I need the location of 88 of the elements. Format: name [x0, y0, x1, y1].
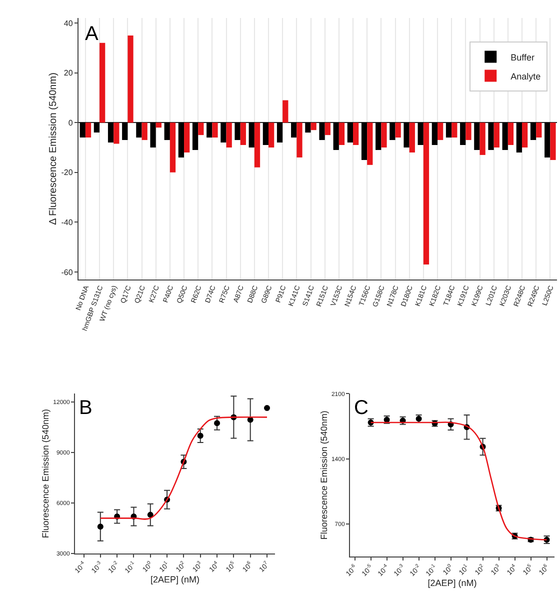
bar [114, 122, 120, 144]
x-axis-title: [2AEP] (nM) [428, 578, 477, 588]
bar [390, 122, 396, 140]
bar [338, 122, 345, 146]
y-tick-label: 0 [68, 118, 74, 128]
bar [198, 122, 204, 136]
bar [418, 122, 424, 146]
bar [353, 122, 359, 146]
bar [234, 122, 240, 140]
bar [404, 122, 410, 148]
bar [361, 122, 368, 160]
bar [376, 122, 382, 150]
bar [508, 122, 514, 146]
bar [296, 122, 302, 158]
legend-label: Buffer [510, 52, 534, 62]
bar [516, 122, 522, 152]
bar [536, 122, 542, 138]
bar [522, 122, 528, 148]
bar [254, 122, 260, 168]
bar [494, 122, 500, 148]
bar [381, 122, 387, 148]
bar [474, 122, 480, 150]
chart-title: A [85, 23, 99, 45]
bar [170, 122, 176, 172]
point [264, 404, 270, 411]
y-tick-label: 20 [64, 68, 74, 78]
bar [432, 122, 438, 146]
chart-title: B [79, 397, 92, 419]
bar [128, 35, 134, 123]
bar [324, 122, 330, 136]
bar [220, 122, 226, 143]
bar [212, 122, 218, 138]
bar [423, 122, 430, 265]
bar [85, 122, 92, 138]
bar [367, 122, 373, 165]
bar [502, 122, 508, 150]
bar [178, 122, 184, 158]
bar [142, 122, 148, 140]
point [214, 420, 220, 426]
bar [291, 122, 297, 138]
y-axis-title: Fluorescence Emission (540nm) [40, 409, 50, 538]
bar [192, 122, 198, 150]
bar [80, 122, 86, 138]
bar [446, 122, 452, 138]
bar [262, 122, 269, 146]
bar [100, 42, 106, 123]
bar [550, 122, 556, 160]
y-tick-label: -40 [61, 218, 74, 227]
bar [319, 122, 325, 140]
bar [333, 122, 339, 150]
bar [438, 122, 444, 140]
point [197, 432, 204, 439]
y-tick-label: -20 [61, 168, 74, 178]
bar [480, 122, 486, 155]
bar [164, 122, 170, 140]
y-axis-title: Δ Fluorescence Emission (540nm) [48, 72, 60, 225]
bar [150, 122, 156, 148]
bar [268, 122, 274, 148]
bar [156, 122, 162, 128]
bar [347, 122, 354, 143]
point [97, 524, 104, 530]
bar [460, 122, 466, 146]
bar [184, 122, 190, 152]
y-axis-title: Fluorescence Emission (540nm) [318, 410, 329, 540]
bar [310, 122, 316, 130]
x-axis-title: [2AEP] (nM) [150, 574, 200, 585]
bar [466, 122, 472, 140]
bar [248, 122, 254, 148]
bar [206, 122, 212, 138]
bar [240, 122, 246, 146]
bar [136, 122, 142, 138]
bar [452, 122, 458, 138]
bar [94, 122, 100, 133]
chart-title: C [354, 397, 368, 419]
bar [276, 122, 283, 143]
bar [530, 122, 536, 140]
bar [122, 122, 128, 140]
bar [226, 122, 232, 148]
bar [544, 122, 550, 158]
legend-label: Analyte [510, 71, 541, 82]
bar [409, 122, 415, 152]
y-tick-label: -60 [61, 268, 74, 277]
bar [395, 122, 401, 138]
bar [488, 122, 494, 150]
bar [305, 122, 311, 133]
bar [108, 122, 114, 143]
bar [282, 100, 288, 123]
y-tick-label: 40 [64, 18, 74, 28]
